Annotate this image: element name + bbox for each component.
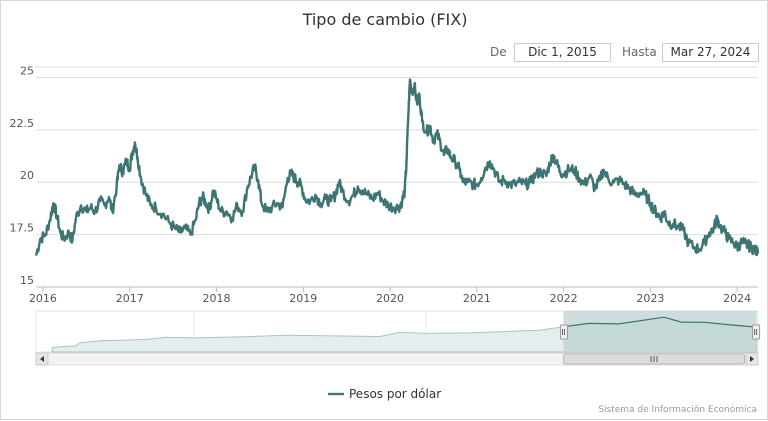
scroll-right-arrow-icon — [750, 356, 754, 362]
series-line — [34, 78, 760, 257]
to-date-input[interactable]: Mar 27, 2024 — [662, 43, 759, 62]
x-tick-label: 2023 — [636, 292, 664, 305]
x-tick-label: 2020 — [376, 292, 404, 305]
legend-label[interactable]: Pesos por dólar — [349, 387, 441, 401]
navigator-selected-range[interactable] — [563, 311, 757, 352]
from-label: De — [490, 45, 507, 59]
x-tick-label: 2017 — [116, 292, 144, 305]
y-tick-label: 22.5 — [10, 117, 35, 130]
x-tick-label: 2018 — [203, 292, 231, 305]
y-tick-label: 17.5 — [10, 222, 35, 235]
y-tick-label: 25 — [20, 64, 34, 77]
to-label: Hasta — [622, 45, 657, 59]
x-tick-label: 2019 — [289, 292, 317, 305]
chart-title: Tipo de cambio (FIX) — [302, 10, 468, 29]
scroll-left-arrow-icon — [40, 356, 44, 362]
x-tick-label: 2016 — [29, 292, 57, 305]
navigator-selected-line — [563, 316, 757, 328]
x-tick-label: 2024 — [723, 292, 751, 305]
y-tick-label: 20 — [20, 169, 34, 182]
x-tick-label: 2021 — [463, 292, 491, 305]
from-date-input[interactable]: Dic 1, 2015 — [514, 43, 611, 62]
y-tick-label: 15 — [20, 274, 34, 287]
credit-text: Sistema de Información Económica — [598, 405, 757, 415]
x-tick-label: 2022 — [550, 292, 578, 305]
